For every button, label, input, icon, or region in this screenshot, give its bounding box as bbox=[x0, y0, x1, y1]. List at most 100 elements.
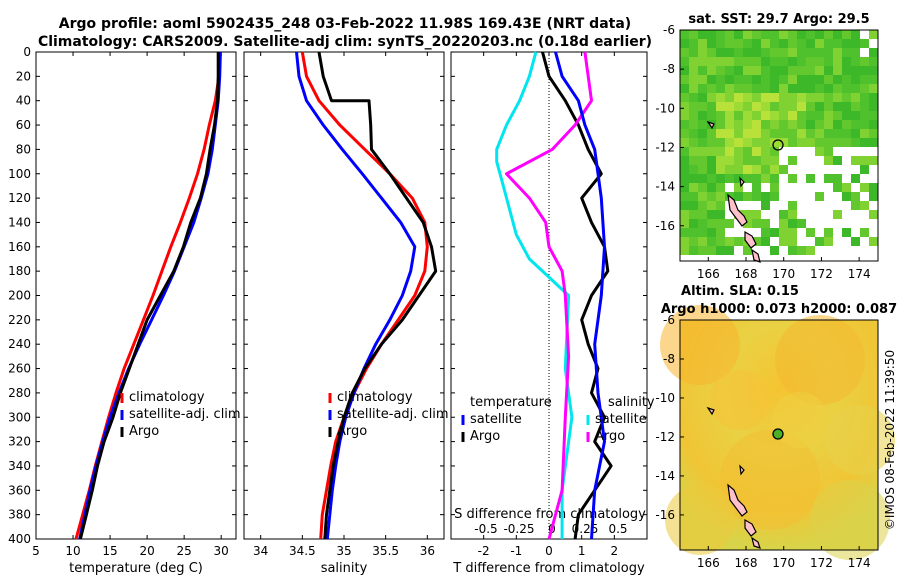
sst-pixel bbox=[707, 102, 716, 111]
sst-pixel bbox=[716, 102, 725, 111]
sst-pixel bbox=[725, 75, 734, 84]
sst-pixel bbox=[725, 147, 734, 156]
sst-pixel bbox=[707, 210, 716, 219]
sst-pixel bbox=[770, 192, 779, 201]
sst-pixel bbox=[761, 192, 770, 201]
x-tick-label: 25 bbox=[177, 544, 192, 558]
sst-pixel bbox=[851, 75, 860, 84]
sst-pixel bbox=[851, 66, 860, 75]
sst-pixel bbox=[761, 120, 770, 129]
legend-label: climatology bbox=[337, 390, 413, 405]
sst-pixel bbox=[734, 120, 743, 129]
sst-pixel bbox=[815, 120, 824, 129]
sst-pixel bbox=[743, 57, 752, 66]
sst-pixel bbox=[716, 39, 725, 48]
sst-pixel bbox=[734, 48, 743, 57]
sla-map: Altim. SLA: 0.15 Argo h1000: 0.073 h2000… bbox=[660, 284, 897, 560]
sst-pixel bbox=[689, 174, 698, 183]
sst-pixel bbox=[869, 192, 878, 201]
y-tick-label: 180 bbox=[8, 264, 31, 278]
sst-pixel bbox=[707, 39, 716, 48]
figure-title: Argo profile: aoml 5902435_248 03-Feb-20… bbox=[59, 16, 631, 32]
sst-map-title: sat. SST: 29.7 Argo: 29.5 bbox=[688, 12, 869, 27]
sla-blotch bbox=[710, 370, 770, 430]
sst-pixel bbox=[788, 156, 797, 165]
sst-map-frame bbox=[679, 29, 879, 262]
sst-pixel bbox=[806, 228, 815, 237]
sst-pixel bbox=[797, 57, 806, 66]
sst-pixel bbox=[707, 111, 716, 120]
sst-pixel bbox=[707, 219, 716, 228]
chart-marks: 0204060801001201401601802002202402602803… bbox=[8, 23, 871, 576]
sst-pixel bbox=[716, 165, 725, 174]
sst-pixel bbox=[698, 228, 707, 237]
sst-pixel bbox=[824, 39, 833, 48]
sst-pixel bbox=[779, 48, 788, 57]
sst-pixel bbox=[689, 93, 698, 102]
sst-pixel bbox=[851, 57, 860, 66]
x-tick-label: 15 bbox=[102, 544, 117, 558]
x-tick-label: 30 bbox=[214, 544, 229, 558]
sst-pixel bbox=[860, 66, 869, 75]
y-tick-label: 300 bbox=[8, 410, 31, 424]
y-tick-label: 340 bbox=[8, 459, 31, 473]
sst-map-cells bbox=[680, 30, 878, 255]
sst-pixel bbox=[743, 48, 752, 57]
sst-pixel bbox=[824, 30, 833, 39]
sst-pixel bbox=[680, 57, 689, 66]
sst-pixel bbox=[698, 183, 707, 192]
sst-pixel bbox=[761, 174, 770, 183]
sst-pixel bbox=[779, 75, 788, 84]
sst-pixel bbox=[797, 30, 806, 39]
sst-pixel bbox=[788, 138, 797, 147]
sst-pixel bbox=[734, 174, 743, 183]
sst-pixel bbox=[815, 102, 824, 111]
sst-pixel bbox=[788, 57, 797, 66]
sst-pixel bbox=[851, 138, 860, 147]
y-tick-label: 80 bbox=[16, 142, 31, 156]
sst-pixel bbox=[779, 30, 788, 39]
sst-pixel bbox=[761, 111, 770, 120]
sst-pixel bbox=[698, 111, 707, 120]
sst-pixel bbox=[707, 66, 716, 75]
sla-map-frame bbox=[679, 319, 879, 551]
sst-pixel bbox=[833, 210, 842, 219]
sst-pixel bbox=[851, 174, 860, 183]
y-tick-label: 220 bbox=[8, 313, 31, 327]
sst-pixel bbox=[824, 93, 833, 102]
y-tick-label: 120 bbox=[8, 191, 31, 205]
sst-pixel bbox=[842, 228, 851, 237]
sst-pixel bbox=[689, 84, 698, 93]
sst-pixel bbox=[815, 237, 824, 246]
sst-pixel bbox=[860, 228, 869, 237]
sst-pixel bbox=[698, 129, 707, 138]
sst-pixel bbox=[698, 120, 707, 129]
sst-pixel bbox=[698, 210, 707, 219]
sst-pixel bbox=[851, 30, 860, 39]
sst-pixel bbox=[833, 66, 842, 75]
sst-pixel bbox=[797, 84, 806, 93]
sst-pixel bbox=[869, 120, 878, 129]
map-x-tick-label: 174 bbox=[848, 267, 871, 281]
sst-pixel bbox=[680, 219, 689, 228]
sst-pixel bbox=[680, 246, 689, 255]
sst-pixel bbox=[806, 84, 815, 93]
sst-pixel bbox=[761, 219, 770, 228]
sst-pixel bbox=[770, 75, 779, 84]
sst-pixel bbox=[698, 30, 707, 39]
series-line-climatology bbox=[300, 51, 429, 540]
y-tick-label: 60 bbox=[16, 118, 31, 132]
sst-pixel bbox=[734, 192, 743, 201]
sst-pixel bbox=[824, 156, 833, 165]
sst-pixel bbox=[752, 102, 761, 111]
sst-pixel bbox=[851, 93, 860, 102]
sst-map: sat. SST: 29.7 Argo: 29.5 bbox=[679, 12, 879, 263]
sst-pixel bbox=[779, 57, 788, 66]
sst-pixel bbox=[806, 174, 815, 183]
sst-pixel bbox=[806, 246, 815, 255]
sst-pixel bbox=[788, 93, 797, 102]
sst-pixel bbox=[815, 93, 824, 102]
s-diff-tick-label: 0.5 bbox=[608, 522, 627, 536]
map-x-tick-label: 174 bbox=[848, 556, 871, 570]
